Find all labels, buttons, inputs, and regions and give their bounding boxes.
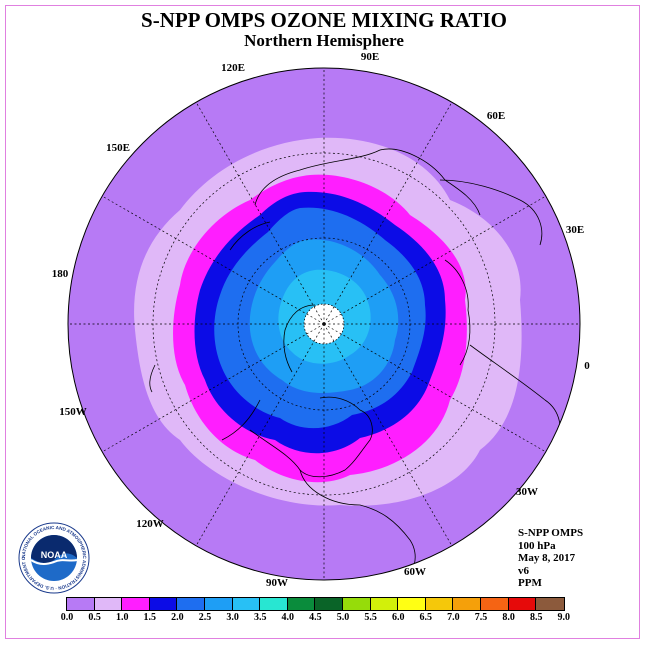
lon-label-30e: 30E — [565, 224, 585, 236]
colorbar-tick-label: 3.5 — [253, 612, 267, 623]
colorbar-swatch — [94, 598, 123, 610]
colorbar-swatch — [480, 598, 509, 610]
lon-label-90w: 90W — [266, 577, 288, 589]
lon-label-150w: 150W — [59, 406, 87, 418]
colorbar-swatch — [508, 598, 537, 610]
colorbar-tick-label: 4.5 — [309, 612, 322, 623]
lon-label-120w: 120W — [136, 518, 164, 530]
figure-subtitle: Northern Hemisphere — [244, 31, 404, 50]
colorbar-tick-label: 1.0 — [115, 612, 129, 623]
colorbar-tick-label: 8.5 — [529, 612, 543, 623]
colorbar-swatch — [342, 598, 371, 610]
colorbar-tick-label: 2.0 — [171, 612, 184, 623]
colorbar-swatch — [398, 598, 426, 610]
colorbar-swatch — [67, 598, 95, 610]
info-units: PPM — [518, 577, 542, 589]
colorbar-tick-label: 6.5 — [419, 612, 433, 623]
lon-label-120e: 120E — [221, 62, 245, 74]
colorbar-swatch — [204, 598, 233, 610]
colorbar-tick-label: 2.5 — [198, 612, 212, 623]
lon-label-60e: 60E — [486, 110, 506, 122]
lon-label-180: 180 — [51, 268, 69, 280]
colorbar-tick-label: 0.0 — [60, 612, 74, 623]
lon-label-150e: 150E — [106, 142, 130, 154]
info-version: v6 — [518, 564, 529, 577]
figure-border — [5, 5, 640, 639]
colorbar-swatch — [425, 598, 454, 610]
colorbar-swatch — [315, 598, 343, 610]
colorbar-tick-label: 5.5 — [364, 612, 377, 623]
figure-title: S-NPP OMPS OZONE MIXING RATIO — [141, 8, 507, 32]
lon-label-60w: 60W — [404, 566, 426, 578]
colorbar-tick-label: 3.0 — [226, 612, 239, 623]
colorbar-swatch — [453, 598, 481, 610]
colorbar — [66, 597, 565, 611]
colorbar-tick-label: 1.5 — [143, 612, 157, 623]
lon-label-90e: 90E — [360, 51, 380, 63]
info-instrument: S-NPP OMPS — [518, 527, 584, 539]
colorbar-swatch — [370, 598, 399, 610]
colorbar-swatch — [287, 598, 316, 610]
colorbar-tick-label: 6.0 — [391, 612, 405, 623]
colorbar-swatch — [149, 598, 178, 610]
info-date: May 8, 2017 — [518, 552, 576, 564]
colorbar-swatch — [177, 598, 205, 610]
colorbar-tick-label: 7.5 — [474, 612, 488, 623]
colorbar-swatch — [260, 598, 288, 610]
map-disk-outline — [67, 67, 581, 581]
lon-label-0: 0 — [584, 360, 590, 372]
noaa-logo: NATIONAL OCEANIC AND ATMOSPHERIC ADMINIS… — [18, 522, 90, 594]
coastlines — [149, 148, 561, 580]
colorbar-tick-label: 0.5 — [88, 612, 101, 623]
colorbar-tick-label: 7.0 — [447, 612, 460, 623]
colorbar-tick-label: 5.0 — [336, 612, 350, 623]
colorbar-swatch — [232, 598, 261, 610]
info-level: 100 hPa — [518, 539, 556, 552]
colorbar-swatch — [122, 598, 150, 610]
product-info: S-NPP OMPS 100 hPa May 8, 2017 v6 PPM — [518, 527, 583, 590]
svg-text:NOAA: NOAA — [41, 550, 68, 560]
graticule — [68, 68, 580, 580]
colorbar-tick-label: 9.0 — [557, 612, 571, 623]
colorbar-tick-label: 4.0 — [281, 612, 295, 623]
lon-label-30w: 30W — [516, 486, 538, 498]
colorbar-swatch — [536, 598, 564, 610]
colorbar-tick-label: 8.0 — [502, 612, 515, 623]
